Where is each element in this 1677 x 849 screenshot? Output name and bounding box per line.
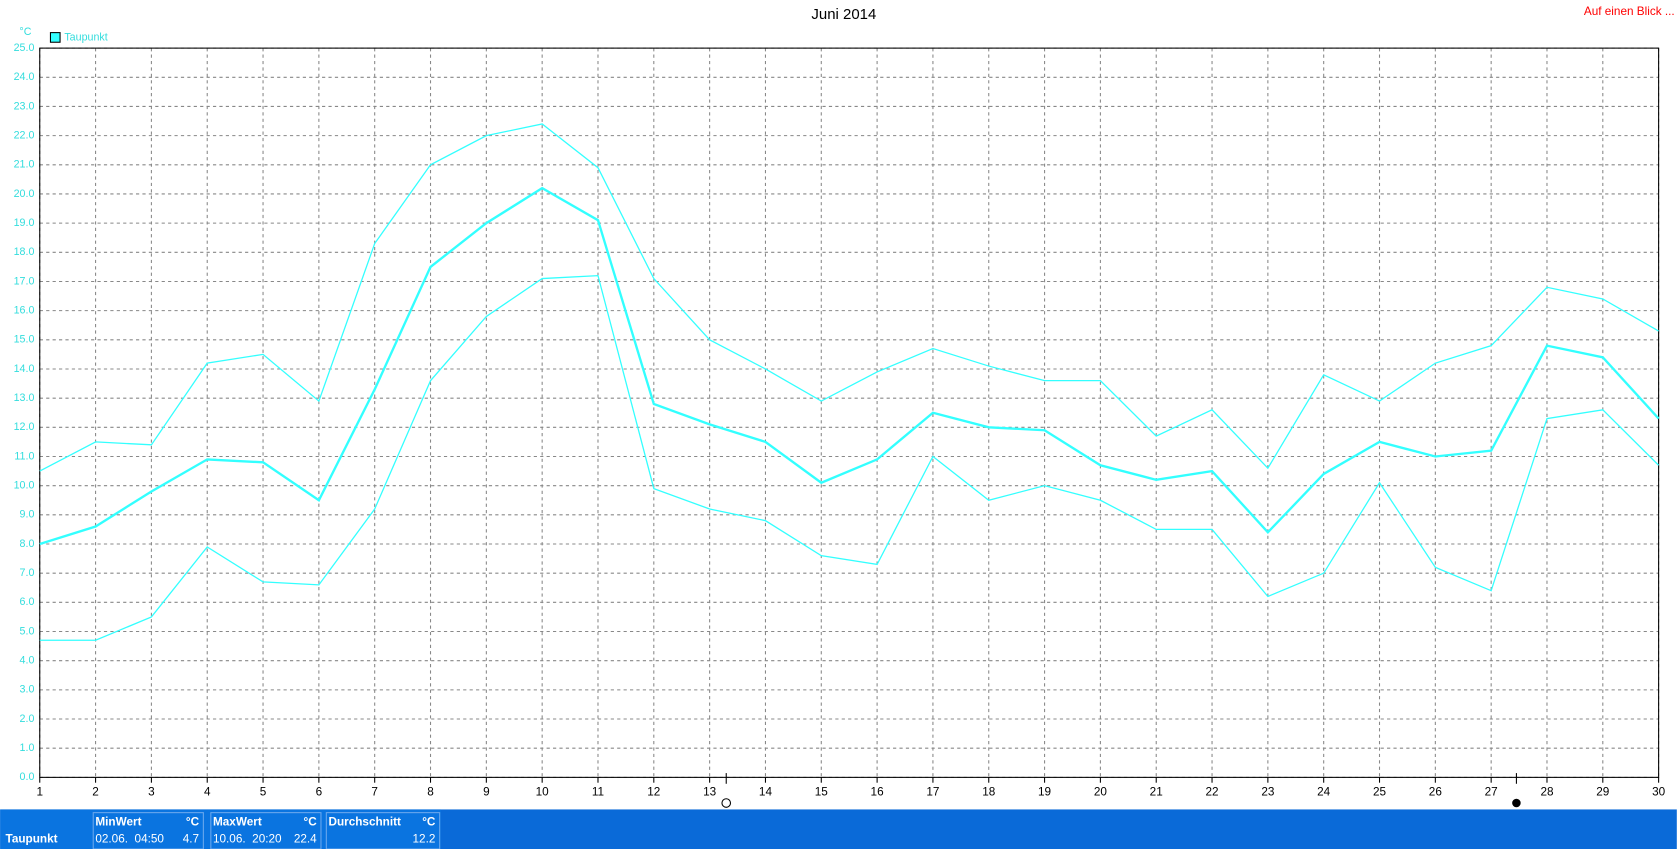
stat-time: 02.06. 04:50	[95, 832, 164, 845]
legend-swatch	[49, 32, 61, 43]
footer-row-label: Taupunkt	[6, 832, 58, 845]
plot-frame	[39, 47, 1660, 778]
y-tick-label: 20.0	[14, 188, 35, 200]
x-tick-label: 14	[759, 785, 773, 798]
y-tick-label: 1.0	[20, 742, 35, 754]
y-tick-label: 14.0	[14, 363, 35, 375]
x-tick-label: 7	[371, 785, 378, 798]
x-tick-label: 18	[982, 785, 996, 798]
x-tick-label: 30	[1652, 785, 1666, 798]
y-tick-label: 6.0	[20, 596, 35, 608]
stat-unit: °C	[186, 815, 200, 828]
x-tick-label: 21	[1150, 785, 1163, 798]
full-moon	[721, 798, 732, 808]
x-tick-label: 16	[871, 785, 885, 798]
overview-link[interactable]: Auf einen Blick ...	[1584, 5, 1675, 18]
x-tick-label: 17	[926, 785, 939, 798]
y-tick-label: 22.0	[14, 129, 35, 141]
x-tick-label: 9	[483, 785, 490, 798]
legend-label: Taupunkt	[64, 31, 107, 43]
y-tick-label: 9.0	[20, 509, 35, 521]
x-tick-label: 12	[647, 785, 660, 798]
x-tick-label: 11	[592, 785, 604, 798]
stat-time: 10.06. 20:20	[213, 832, 282, 845]
y-tick-label: 16.0	[14, 304, 35, 316]
x-tick-label: 13	[703, 785, 717, 798]
stat-value: 22.4	[294, 832, 317, 845]
x-tick-label: 2	[92, 785, 99, 798]
y-tick-label: 25.0	[14, 42, 35, 54]
y-tick-label: 13.0	[14, 392, 35, 404]
stat-unit: °C	[304, 815, 318, 828]
x-tick-label: 25	[1373, 785, 1387, 798]
moon-markers	[721, 773, 1521, 808]
data-line	[39, 186, 1660, 546]
y-tick-label: 15.0	[14, 334, 35, 346]
x-tick-label: 28	[1540, 785, 1554, 798]
y-tick-label: 23.0	[14, 100, 35, 112]
stat-value: 12.2	[413, 832, 436, 845]
x-tick-label: 26	[1429, 785, 1443, 798]
y-tick-label: 10.0	[14, 479, 35, 491]
stat-label: MinWert	[95, 815, 141, 828]
x-tick-label: 29	[1596, 785, 1609, 798]
y-tick-label: 12.0	[14, 421, 35, 433]
y-tick-label: 24.0	[14, 71, 35, 83]
y-tick-label: 21.0	[14, 159, 35, 171]
x-tick-label: 1	[36, 785, 43, 798]
y-tick-label: 7.0	[20, 567, 35, 579]
y-tick-label: 2.0	[20, 713, 35, 725]
y-tick-label: 19.0	[14, 217, 35, 229]
x-tick-label: 24	[1317, 785, 1331, 798]
footer-stats: MinWert °C 02.06. 04:50 4.7 MaxWert °C 10.06. …	[92, 812, 441, 849]
y-tick-label: 17.0	[14, 275, 35, 287]
data-line	[39, 123, 1659, 472]
stat-value: 4.7	[183, 832, 199, 845]
x-tick-label: 4	[204, 785, 211, 798]
y-tick-label: 8.0	[20, 538, 35, 550]
data-line	[39, 274, 1660, 641]
y-tick-label: 5.0	[20, 625, 35, 637]
x-tick-label: 8	[427, 785, 434, 798]
x-tick-label: 19	[1038, 785, 1051, 798]
stat-box	[210, 812, 322, 849]
new-moon	[1512, 798, 1521, 808]
x-tick-label: 10	[536, 785, 550, 798]
y-tick-label: 18.0	[14, 246, 35, 258]
x-tick-label: 15	[815, 785, 829, 798]
stat-unit: °C	[422, 815, 436, 828]
x-tick-label: 6	[316, 785, 323, 798]
x-tick-label: 23	[1261, 785, 1275, 798]
stat-label: Durchschnitt	[328, 815, 401, 828]
y-tick-label: 4.0	[20, 655, 35, 667]
stat-label: MaxWert	[213, 815, 262, 828]
stat-box	[325, 812, 441, 849]
x-tick-label: 3	[148, 785, 155, 798]
y-tick-label: 0.0	[20, 771, 35, 783]
y-tick-label: 3.0	[20, 684, 35, 696]
footer-panel	[0, 809, 441, 849]
stat-box	[92, 812, 204, 849]
y-unit: °C	[19, 26, 31, 38]
y-tick-label: 11.0	[14, 450, 34, 462]
chart-title: Juni 2014	[811, 6, 876, 23]
x-tick-label: 27	[1485, 785, 1498, 798]
x-tick-label: 20	[1094, 785, 1108, 798]
x-tick-label: 5	[260, 785, 267, 798]
x-tick-label: 22	[1206, 785, 1219, 798]
